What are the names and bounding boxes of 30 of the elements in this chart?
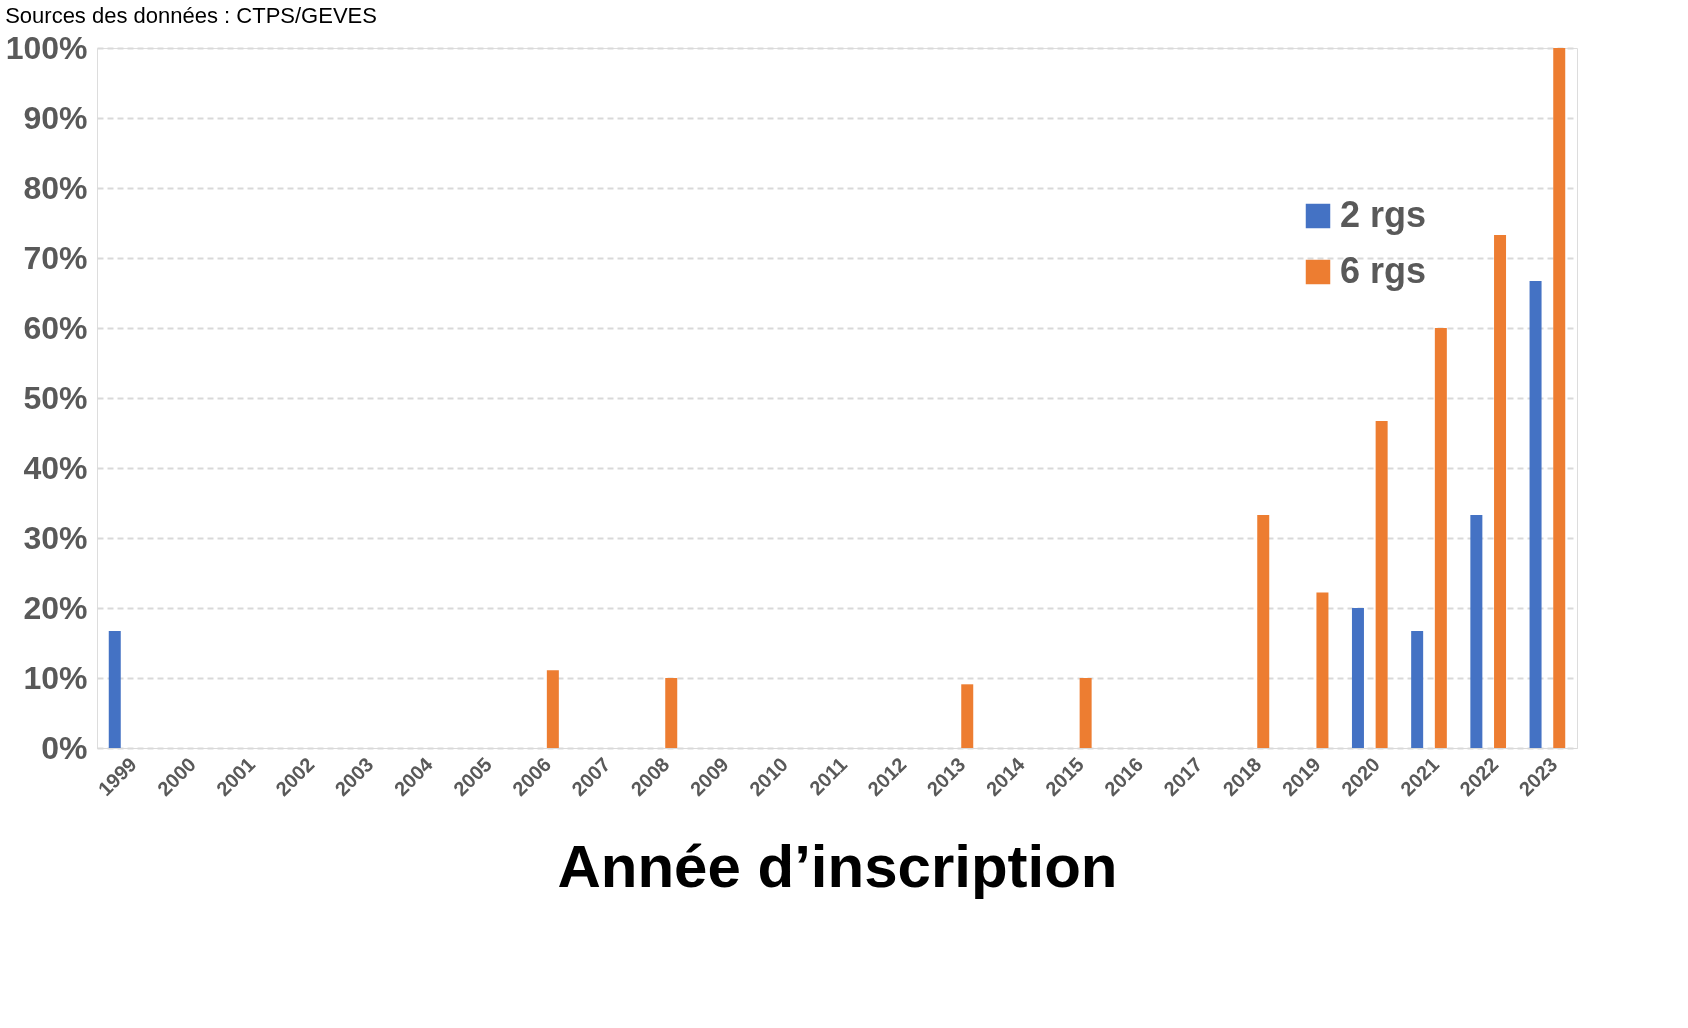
y-tick-label: 20% [23, 589, 88, 626]
y-tick-label: 90% [23, 99, 88, 136]
y-tick-label: 50% [23, 379, 88, 416]
y-tick-label: 70% [23, 239, 88, 276]
y-tick-label: 100% [5, 29, 88, 66]
bar [1375, 421, 1388, 748]
legend-label: 6 rgs [1340, 250, 1427, 291]
bar [1470, 514, 1483, 748]
source-note: Sources des données : CTPS/GEVES [5, 3, 377, 28]
bar [1351, 608, 1364, 748]
bar [1316, 592, 1329, 748]
bar [1257, 514, 1270, 748]
legend-label: 2 rgs [1340, 194, 1427, 235]
bar [1494, 234, 1507, 748]
bar [665, 678, 678, 748]
bar [1434, 328, 1447, 748]
y-tick-label: 10% [23, 659, 88, 696]
y-tick-label: 80% [23, 169, 88, 206]
bar [1553, 48, 1566, 748]
bar [546, 670, 559, 748]
bar [961, 684, 974, 748]
y-tick-label: 60% [23, 309, 88, 346]
bar [1529, 281, 1542, 748]
y-tick-label: 30% [23, 519, 88, 556]
y-tick-label: 40% [23, 449, 88, 486]
bar [1079, 678, 1092, 748]
x-axis-title: Année d’inscription [557, 833, 1118, 901]
bar [1411, 631, 1424, 748]
y-tick-label: 0% [41, 729, 88, 766]
bar [108, 631, 121, 748]
